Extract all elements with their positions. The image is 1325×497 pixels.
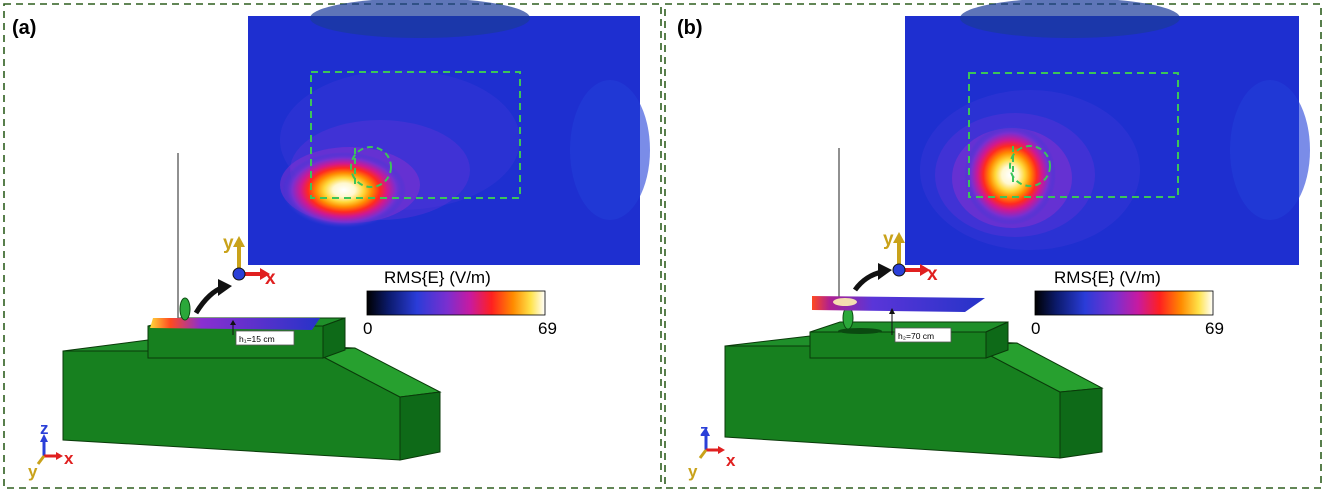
arrow-head xyxy=(878,263,892,280)
axis-triad: y x xyxy=(883,229,938,285)
colorbar-title: RMS{E} (V/m) xyxy=(1054,268,1161,287)
panel-b: (b) RMS{E} (V/m) 0 69 y x xyxy=(664,0,1322,489)
height-label: h₁=15 cm xyxy=(239,334,275,344)
curved-arrow xyxy=(852,269,883,292)
corner-y-label: y xyxy=(688,462,698,481)
vehicle xyxy=(724,306,1104,459)
axis-y-label: y xyxy=(883,229,894,250)
colorbar: RMS{E} (V/m) 0 69 xyxy=(1031,268,1224,338)
corner-z-label: z xyxy=(700,421,709,440)
vehicle-roof-outline xyxy=(968,72,1179,198)
hotspot xyxy=(282,152,406,228)
colorbar-max: 69 xyxy=(538,319,557,338)
field-map xyxy=(905,0,1310,265)
panel-frame xyxy=(3,3,662,489)
colorbar: RMS{E} (V/m) 0 69 xyxy=(363,268,557,338)
corner-y-label: y xyxy=(28,462,38,481)
panel-label: (a) xyxy=(12,17,36,39)
vehicle xyxy=(62,317,442,461)
axis-x-label: x xyxy=(265,268,276,289)
corner-x-label: x xyxy=(726,451,736,470)
arrow-head xyxy=(218,279,232,296)
axis-y-label: y xyxy=(223,233,234,254)
height-label: h₂=70 cm xyxy=(898,331,934,341)
corner-triad: z x y xyxy=(28,419,74,481)
antenna-outline xyxy=(1009,145,1051,187)
corner-z-label: z xyxy=(40,419,49,438)
colorbar-title: RMS{E} (V/m) xyxy=(384,268,491,287)
panel-label: (b) xyxy=(677,17,703,39)
corner-x-label: x xyxy=(64,449,74,468)
corner-triad: z x y xyxy=(688,421,736,481)
vehicle-roof-outline xyxy=(310,71,521,199)
antenna-element xyxy=(179,297,191,321)
panel-a: (a) RMS{E} (V/m) 0 69 xyxy=(3,0,662,489)
colorbar-min: 0 xyxy=(1031,319,1040,338)
hotspot xyxy=(964,125,1056,225)
colorbar-min: 0 xyxy=(363,319,372,338)
antenna-outline xyxy=(350,146,392,188)
field-map xyxy=(248,0,650,265)
colorbar-max: 69 xyxy=(1205,319,1224,338)
axis-triad: y x xyxy=(223,233,276,289)
axis-x-label: x xyxy=(927,264,938,285)
